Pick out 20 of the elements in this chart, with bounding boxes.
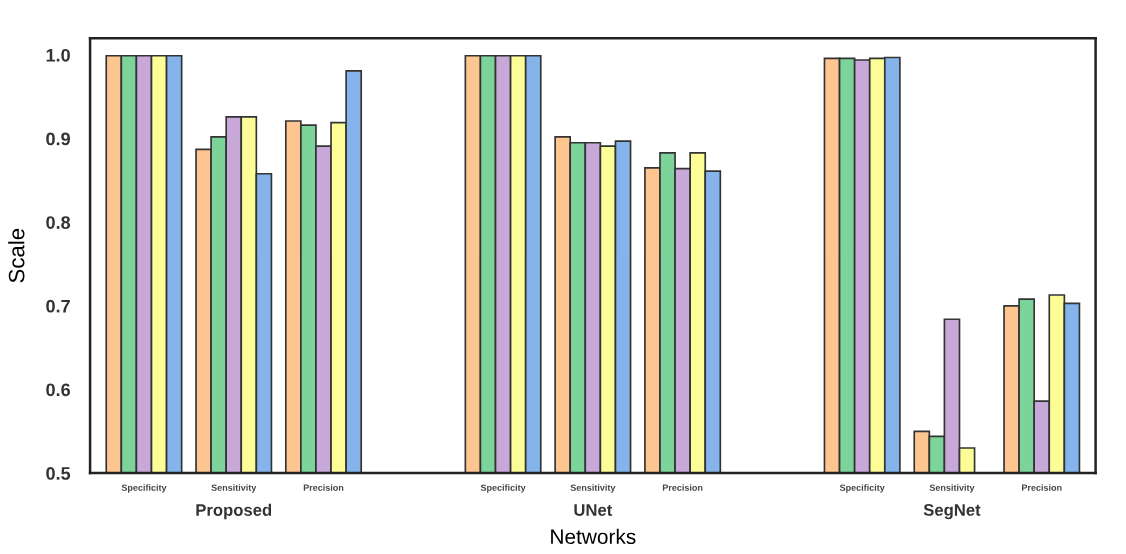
y-tick-label: 0.6 xyxy=(46,383,70,397)
text: Proposed xyxy=(196,503,272,520)
text: UNet xyxy=(574,504,613,516)
x-tick-label: Sensitivity xyxy=(211,484,257,493)
x-tick-label: Precision xyxy=(1022,484,1062,491)
x-tick-label: Sensitivity xyxy=(929,484,975,493)
y-tick-label: 0.8 xyxy=(46,216,71,229)
x-tick-label: Specificity xyxy=(121,484,167,493)
x-tick-label: Precision xyxy=(662,484,703,491)
text: SegNet xyxy=(923,504,981,520)
y-tick-label: 0.9 xyxy=(46,132,70,146)
x-tick-label: Sensitivity xyxy=(570,484,616,493)
x-axis-title: Networks xyxy=(551,528,636,545)
x-tick-label: Specificity xyxy=(480,484,526,493)
y-tick-label: 0.7 xyxy=(46,299,70,313)
y-tick-label: 1.0 xyxy=(46,48,70,62)
x-tick-label: Precision xyxy=(303,484,344,491)
x-tick-label: Specificity xyxy=(839,484,885,493)
y-tick-label: 0.5 xyxy=(46,467,71,480)
y-axis-title: Scale xyxy=(8,228,25,283)
